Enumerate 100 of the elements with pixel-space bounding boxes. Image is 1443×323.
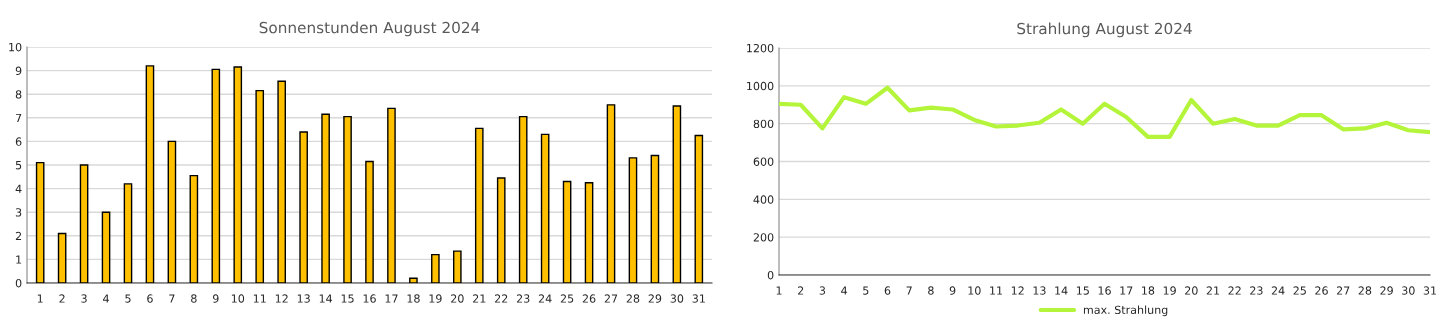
y-tick-label: 4 [15, 184, 22, 193]
bar [321, 113, 330, 283]
x-tick-label: 21 [473, 294, 486, 303]
bar [211, 68, 221, 283]
bar [255, 89, 265, 283]
x-tick-label: 15 [1076, 286, 1089, 295]
bar [453, 250, 462, 283]
chart-title: Strahlung August 2024 [1017, 22, 1192, 38]
x-tick-label: 15 [341, 294, 354, 303]
bar [474, 127, 484, 283]
bar [343, 115, 352, 283]
x-tick-label: 19 [429, 294, 442, 303]
x-tick-label: 20 [1185, 286, 1198, 295]
bar [365, 160, 374, 283]
y-tick-label: 3 [15, 208, 22, 217]
x-tick-label: 8 [191, 294, 197, 303]
x-tick-label: 29 [1380, 286, 1393, 295]
x-tick-label: 29 [648, 294, 662, 303]
x-tick-label: 24 [538, 294, 552, 303]
bar [277, 80, 286, 283]
bar [233, 66, 243, 283]
bar [299, 131, 308, 283]
x-tick-label: 17 [385, 294, 398, 303]
x-tick-label: 4 [103, 294, 109, 303]
y-tick-label: 800 [753, 119, 774, 129]
y-tick-label: 6 [15, 137, 22, 146]
bar [672, 105, 682, 283]
x-tick-label: 26 [1315, 286, 1328, 295]
bar [409, 277, 418, 283]
x-tick-label: 1 [37, 294, 43, 303]
bar [167, 140, 177, 283]
bar [518, 115, 528, 283]
x-tick-label: 9 [212, 294, 219, 303]
line-series [779, 85, 1430, 139]
x-tick-label: 16 [1098, 286, 1111, 295]
x-tick-label: 8 [928, 286, 934, 295]
x-tick-label: 2 [59, 294, 65, 303]
bar [628, 157, 638, 283]
y-tick-label: 0 [15, 278, 22, 288]
bar [101, 211, 111, 283]
x-tick-label: 21 [1206, 286, 1220, 295]
x-tick-label: 14 [1055, 286, 1068, 295]
y-tick-label: 9 [15, 66, 22, 75]
x-tick-label: 26 [582, 294, 596, 303]
x-tick-label: 23 [1250, 286, 1263, 295]
x-tick-label: 12 [1011, 286, 1024, 295]
bar [145, 65, 155, 283]
x-tick-label: 23 [516, 294, 530, 303]
x-tick-label: 27 [604, 294, 618, 303]
bar [123, 183, 133, 283]
x-tick-label: 30 [670, 294, 684, 303]
bar [387, 107, 396, 283]
bar [35, 161, 45, 283]
y-tick-label: 1 [16, 255, 22, 264]
x-tick-label: 24 [1271, 286, 1285, 295]
x-tick-label: 17 [1120, 286, 1133, 295]
bar [540, 133, 550, 283]
x-tick-label: 27 [1336, 286, 1350, 295]
bar [562, 180, 572, 283]
x-tick-label: 3 [81, 294, 87, 303]
y-tick-label: 7 [15, 113, 22, 123]
x-tick-label: 13 [297, 294, 310, 303]
bar [79, 164, 89, 283]
x-tick-label: 7 [169, 294, 175, 303]
x-tick-label: 28 [626, 294, 640, 303]
y-tick-label: 5 [15, 161, 22, 170]
bar [694, 134, 704, 283]
x-tick-label: 1 [776, 286, 782, 295]
y-tick-label: 10 [9, 42, 22, 52]
x-tick-label: 28 [1358, 286, 1372, 295]
legend-label: max. Strahlung [1083, 305, 1168, 317]
x-tick-label: 10 [231, 294, 245, 303]
x-tick-label: 25 [560, 294, 574, 303]
x-tick-label: 31 [1423, 286, 1437, 295]
y-tick-label: 400 [753, 195, 774, 204]
y-tick-label: 1000 [747, 81, 774, 91]
bar [606, 104, 616, 283]
x-tick-label: 18 [1142, 286, 1155, 295]
y-tick-label: 8 [15, 90, 22, 99]
x-tick-label: 16 [363, 294, 376, 303]
y-tick-label: 1200 [747, 43, 774, 53]
x-tick-label: 10 [968, 286, 981, 295]
x-tick-label: 31 [692, 294, 705, 303]
x-tick-label: 5 [125, 294, 131, 303]
x-tick-label: 13 [1033, 286, 1046, 295]
bar [650, 154, 660, 283]
x-tick-label: 20 [451, 294, 464, 303]
y-tick-label: 200 [753, 233, 774, 242]
x-tick-label: 2 [797, 286, 804, 295]
x-tick-label: 19 [1163, 286, 1176, 295]
bar [584, 182, 594, 283]
bar [431, 253, 440, 283]
x-tick-label: 22 [494, 294, 508, 303]
x-tick-label: 18 [407, 294, 420, 303]
x-tick-label: 6 [884, 286, 891, 295]
bar [57, 232, 67, 283]
bar [189, 174, 199, 283]
y-tick-label: 600 [753, 157, 774, 166]
y-tick-label: 0 [767, 270, 774, 280]
x-tick-label: 14 [319, 294, 333, 303]
